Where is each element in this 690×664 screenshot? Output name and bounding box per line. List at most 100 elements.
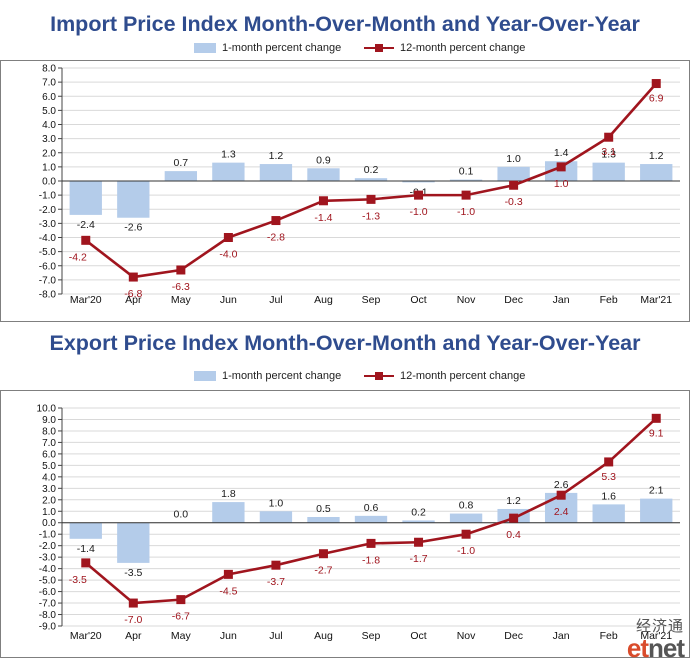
y-tick-label: 4.0 [42, 120, 56, 131]
line-value-labels: -4.2 -6.8 -6.3 -4.0 -2.8 -1.4 -1.3 -1.0 -1.0 -0.3… [69, 93, 664, 301]
line-markers [81, 79, 661, 282]
line-value-label: -6.8 [124, 288, 142, 300]
y-tick-label: 1.0 [42, 507, 56, 518]
line-marker [128, 272, 138, 282]
x-tick-label: Jun [220, 294, 237, 306]
bar [402, 181, 435, 183]
x-tick-label: Jun [220, 630, 237, 642]
line-value-label: -4.0 [219, 249, 237, 261]
bar [212, 502, 245, 523]
x-tick-label: Apr [125, 630, 142, 642]
bar-value-label: 1.2 [506, 495, 521, 507]
legend-line-swatch [364, 371, 394, 381]
chart-export-price-index: -9.0-8.0-7.0-6.0-5.0-4.0-3.0-2.0-1.00.01… [0, 390, 690, 658]
y-tick-label: -5.0 [39, 576, 57, 587]
watermark-et: et [626, 633, 649, 663]
bar [592, 504, 625, 523]
line-value-label: -1.0 [457, 206, 475, 218]
bar [402, 520, 435, 523]
y-axis-ticks: -8.0 -7.0 -6.0 -5.0 -4.0 -3.0 -2.0 -1.0 0.0 1.0 2.… [39, 64, 62, 301]
bar [69, 522, 102, 539]
line-marker [366, 194, 376, 204]
legend-line-swatch [364, 43, 394, 53]
bar-value-label: 1.4 [554, 147, 569, 159]
bar-value-label: -2.6 [124, 222, 142, 234]
line-value-label: -1.7 [409, 553, 427, 565]
chart-title-export: Export Price Index Month-Over-Month and … [49, 331, 641, 355]
line-value-label: -3.5 [69, 574, 87, 586]
legend-item-line: 12-month percent change [364, 40, 525, 56]
y-tick-label: -7.0 [39, 275, 57, 286]
y-tick-label: 8.0 [42, 426, 56, 437]
line-value-label: 3.1 [601, 146, 616, 158]
bar-value-labels: -1.4 -3.5 0.0 1.8 1.0 0.5 0.6 0.2 0.8 1.2 2.6 1.6 2.… [77, 479, 664, 579]
x-tick-label: Oct [410, 630, 426, 642]
bar [117, 181, 150, 218]
y-axis-ticks: -9.0-8.0-7.0-6.0-5.0-4.0-3.0-2.0-1.00.01… [37, 404, 62, 633]
line-value-label: -6.3 [172, 281, 190, 293]
line-value-labels: -3.5 -7.0 -6.7 -4.5 -3.7 -2.7 -1.8 -1.7 -1.0 0.4 2… [69, 427, 664, 626]
bar [449, 179, 483, 181]
bar-value-label: -3.5 [124, 567, 142, 579]
chart-import-price-index: -8.0 -7.0 -6.0 -5.0 -4.0 -3.0 -2.0 -1.0 0.0 1.0 2.… [0, 60, 690, 322]
bar [212, 162, 245, 181]
bar-value-label: -2.4 [77, 219, 95, 231]
y-tick-label: 8.0 [42, 64, 56, 75]
legend-bar-swatch [194, 371, 216, 381]
x-tick-label: Mar'21 [640, 294, 672, 306]
line-marker [651, 413, 661, 423]
line-marker [176, 265, 186, 275]
line-marker [556, 162, 566, 172]
bar-value-label: 1.0 [269, 497, 284, 509]
y-tick-label: 5.0 [42, 106, 56, 117]
bar [354, 515, 388, 523]
x-tick-label: Jan [553, 294, 570, 306]
x-tick-label: Mar'21 [640, 630, 672, 642]
bar-value-label: 1.0 [506, 153, 521, 165]
line-marker [271, 216, 281, 226]
y-tick-label: 5.0 [42, 461, 56, 472]
x-tick-label: Oct [410, 294, 426, 306]
line-marker [556, 490, 566, 500]
y-tick-label: -8.0 [39, 290, 57, 301]
bar [307, 517, 340, 523]
y-tick-label: -3.0 [39, 553, 57, 564]
legend-line-label: 12-month percent change [400, 370, 526, 382]
x-tick-label: Feb [600, 294, 618, 306]
y-tick-label: 2.0 [42, 148, 56, 159]
chart-legend-export: 1-month percent change 12-month percent … [0, 368, 690, 384]
line-marker [461, 529, 471, 539]
line-value-label: 6.9 [649, 93, 664, 105]
line-marker [509, 513, 519, 523]
y-tick-label: 3.0 [42, 484, 56, 495]
y-tick-label: 9.0 [42, 415, 56, 426]
watermark-net: net [648, 633, 685, 663]
bar [117, 522, 150, 563]
legend-bar-label: 1-month percent change [222, 370, 342, 382]
line-value-label: -7.0 [124, 614, 142, 626]
line-value-label: -2.8 [267, 232, 285, 244]
line-marker [318, 549, 328, 559]
line-marker [604, 132, 614, 142]
line-value-label: -1.0 [457, 545, 475, 557]
bar [259, 164, 293, 181]
x-tick-label: Sep [362, 294, 381, 306]
x-tick-label: Aug [314, 630, 333, 642]
y-tick-label: -7.0 [39, 599, 57, 610]
line-value-label: 9.1 [649, 427, 664, 439]
y-tick-label: 2.0 [42, 495, 56, 506]
line-value-label: 5.3 [601, 471, 616, 483]
y-tick-label: 4.0 [42, 472, 56, 483]
bar-value-label: 0.2 [364, 164, 379, 176]
bar-value-label: 0.2 [411, 506, 426, 518]
bar-value-label: 0.8 [459, 500, 474, 512]
x-tick-label: Sep [362, 630, 381, 642]
line-marker [176, 595, 186, 605]
x-axis-labels: Mar'20 Apr May Jun Jul Aug Sep Oct Nov Dec Jan Feb M… [70, 294, 672, 306]
line-marker [366, 538, 376, 548]
bar-value-label: 2.6 [554, 479, 569, 491]
line-marker [651, 79, 661, 89]
line-value-label: -1.8 [362, 554, 380, 566]
line-markers [81, 413, 661, 608]
x-tick-label: Aug [314, 294, 333, 306]
